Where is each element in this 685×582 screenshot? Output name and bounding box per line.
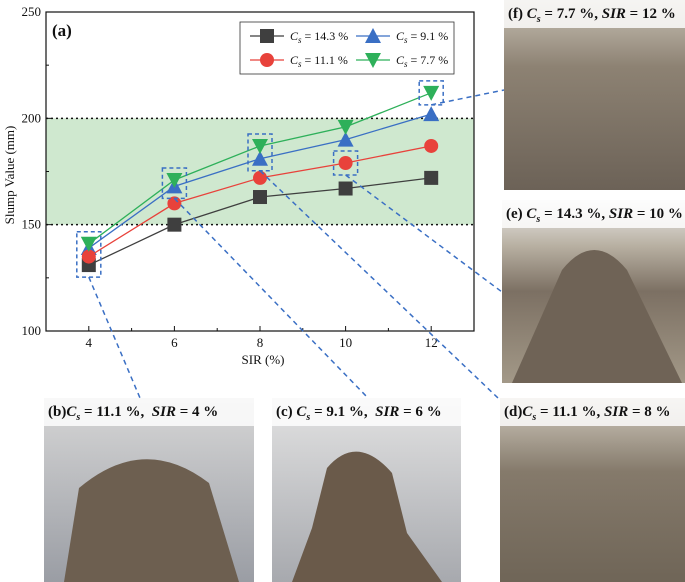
legend-marker (365, 28, 381, 43)
photo-d-cs: 11.1 (552, 404, 578, 420)
legend-box (239, 21, 455, 75)
legend-marker (260, 53, 274, 67)
data-point (337, 119, 354, 135)
photo-panel-c: (c) Cs = 9.1 %, SIR = 6 % (272, 398, 461, 582)
y-tick-label: 100 (22, 323, 42, 338)
photo-panel-d: (d)Cs = 11.1 %, SIR = 8 % (500, 398, 685, 582)
legend-label: Cs = 9.1 % (396, 29, 448, 45)
series-layer (80, 85, 440, 273)
photo-f-cs: 7.7 (556, 6, 576, 22)
data-point (80, 236, 97, 252)
x-axis-label: SIR (%) (242, 352, 285, 367)
photo-b-label: (b) (48, 404, 67, 420)
data-point (253, 170, 267, 185)
data-point (337, 131, 354, 147)
x-tick-label: 6 (171, 335, 178, 350)
data-point (338, 155, 353, 170)
legend-marker (365, 53, 381, 68)
photo-b-sir: 4 (192, 404, 200, 420)
leader-lines (76, 80, 505, 399)
x-tick-label: 8 (257, 335, 264, 350)
photo-panel-e: (e) Cs = 14.3 %, SIR = 10 % (502, 200, 685, 383)
photo-f-sir: 12 (641, 6, 657, 22)
data-point (424, 170, 439, 185)
leader-line (88, 276, 141, 399)
leader-line (431, 89, 505, 106)
legend-marker (260, 29, 274, 43)
leader-line (345, 174, 503, 293)
highlight-box (76, 231, 102, 278)
y-tick-label: 150 (22, 217, 42, 232)
y-tick-label: 250 (22, 4, 42, 19)
photo-d-sir: 8 (644, 404, 652, 420)
chart-legend: Cs = 14.3 % Cs = 9.1 % Cs = 11.1 % Cs = 7.7… (239, 21, 455, 75)
data-point (253, 190, 267, 205)
data-point (424, 138, 439, 153)
photo-f-label: (f) (508, 6, 523, 22)
data-point (338, 181, 353, 196)
photo-d-label: (d) (504, 404, 523, 420)
panel-label-a: (a) (52, 21, 72, 40)
y-tick-label: 200 (22, 110, 42, 125)
chart-axes: 100 150 200 250 4 6 8 10 12 (22, 4, 475, 350)
photo-e-sir: 10 (649, 206, 665, 222)
leader-line (173, 197, 369, 399)
photo-c-label: (c) (276, 404, 293, 420)
photo-e-cs: 14.3 (556, 206, 583, 222)
data-point (423, 85, 440, 101)
x-tick-label: 4 (86, 335, 93, 350)
data-point (423, 106, 440, 122)
photo-panel-f: (f) Cs = 7.7 %, SIR = 12 % (504, 0, 685, 190)
leader-line (259, 170, 499, 399)
x-tick-label: 12 (425, 335, 438, 350)
photo-c-sir: 6 (415, 404, 423, 420)
data-point (81, 249, 96, 264)
data-point (167, 217, 182, 232)
y-axis-label: Slump Value (mm) (2, 126, 17, 225)
data-point (167, 196, 182, 211)
photo-e-label: (e) (506, 206, 523, 222)
photo-c-cs: 9.1 (326, 404, 346, 420)
data-point (252, 138, 268, 154)
legend-label: Cs = 7.7 % (396, 53, 448, 69)
data-point (166, 173, 183, 189)
legend-label: Cs = 11.1 % (290, 53, 348, 69)
x-tick-label: 10 (339, 335, 352, 350)
photo-panel-b: (b)Cs = 11.1 %, SIR = 4 % (44, 398, 254, 582)
legend-label: Cs = 14.3 % (290, 29, 348, 45)
photo-b-cs: 11.1 (96, 404, 122, 420)
highlight-box (247, 133, 273, 172)
data-point (252, 150, 268, 166)
